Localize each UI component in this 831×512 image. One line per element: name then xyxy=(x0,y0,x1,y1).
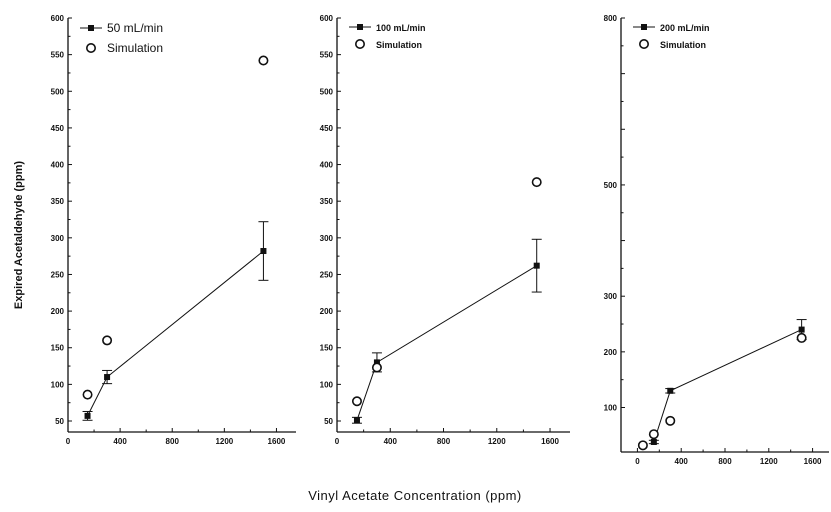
data-point-experimental xyxy=(650,438,657,445)
y-tick-label: 100 xyxy=(604,403,618,412)
y-tick-label: 450 xyxy=(320,124,334,133)
x-tick-label: 0 xyxy=(335,437,340,446)
y-tick-label: 250 xyxy=(320,270,334,279)
data-point-experimental xyxy=(373,359,380,366)
y-tick-label: 200 xyxy=(51,307,65,316)
data-point-experimental xyxy=(260,248,267,255)
y-tick-label: 350 xyxy=(320,197,334,206)
data-point-simulation xyxy=(531,177,542,188)
y-tick-label: 200 xyxy=(320,307,334,316)
data-point-experimental xyxy=(353,417,360,424)
data-point-simulation xyxy=(665,415,676,426)
y-tick-label: 100 xyxy=(51,380,65,389)
x-tick-label: 1200 xyxy=(760,457,778,466)
y-tick-label: 250 xyxy=(51,270,65,279)
x-tick-label: 1200 xyxy=(488,437,506,446)
chart-panel-50-ml-min: 50 100 150 200 250 300 350 400 450 500 550 600 0 400 8… xyxy=(51,14,296,446)
data-point-simulation xyxy=(102,335,113,346)
legend-square-swatch xyxy=(357,24,363,30)
legend-circle-swatch xyxy=(638,38,649,49)
x-tick-label: 800 xyxy=(166,437,180,446)
x-axis-label: Vinyl Acetate Concentration (ppm) xyxy=(308,488,522,503)
legend-label-simulation: Simulation xyxy=(376,40,422,50)
x-tick-label: 1600 xyxy=(804,457,822,466)
chart-panel-200-ml-min: 100 200 300 500 800 0 400 800 1200 1600 200 mL/min… xyxy=(604,14,829,466)
x-tick-label: 400 xyxy=(384,437,398,446)
y-tick-label: 500 xyxy=(51,87,65,96)
x-tick-label: 0 xyxy=(66,437,71,446)
x-tick-label: 400 xyxy=(113,437,127,446)
y-tick-label: 800 xyxy=(604,14,618,23)
legend-circle-swatch xyxy=(86,42,97,53)
data-point-simulation xyxy=(258,55,269,66)
y-tick-label: 450 xyxy=(51,124,65,133)
y-tick-label: 400 xyxy=(51,161,65,170)
y-tick-label: 300 xyxy=(320,234,334,243)
legend-square-swatch xyxy=(88,25,94,31)
series-line-100-ml-min xyxy=(356,265,537,421)
y-tick-label: 100 xyxy=(320,380,334,389)
y-tick-label: 50 xyxy=(55,417,64,426)
y-tick-label: 50 xyxy=(324,417,333,426)
y-tick-label: 200 xyxy=(604,348,618,357)
y-tick-label: 400 xyxy=(320,161,334,170)
legend-label-simulation: Simulation xyxy=(660,40,706,50)
data-point-experimental xyxy=(667,387,674,394)
legend-label-flow: 200 mL/min xyxy=(660,23,710,33)
data-point-experimental xyxy=(533,262,540,269)
legend-label-simulation: Simulation xyxy=(107,41,163,55)
data-point-simulation xyxy=(371,362,382,373)
x-tick-label: 1600 xyxy=(268,437,286,446)
y-tick-label: 500 xyxy=(320,87,334,96)
y-tick-label: 300 xyxy=(51,234,65,243)
legend-label-flow: 100 mL/min xyxy=(376,23,426,33)
y-tick-label: 600 xyxy=(320,14,334,23)
x-tick-label: 0 xyxy=(635,457,640,466)
data-point-simulation xyxy=(796,332,807,343)
y-axis-label: Expired Acetaldehyde (ppm) xyxy=(13,161,25,309)
legend-circle-swatch xyxy=(354,38,365,49)
series-line-50-ml-min xyxy=(87,250,264,417)
x-tick-label: 1600 xyxy=(541,437,559,446)
data-point-simulation xyxy=(648,429,659,440)
y-tick-label: 300 xyxy=(604,292,618,301)
data-point-experimental xyxy=(798,326,805,333)
x-tick-label: 400 xyxy=(675,457,689,466)
y-tick-label: 550 xyxy=(51,51,65,60)
y-tick-label: 500 xyxy=(604,181,618,190)
y-tick-label: 550 xyxy=(320,51,334,60)
data-point-simulation xyxy=(82,389,93,400)
legend-label-flow: 50 mL/min xyxy=(107,21,163,35)
y-tick-label: 150 xyxy=(51,344,65,353)
x-tick-label: 800 xyxy=(718,457,732,466)
data-point-experimental xyxy=(104,374,111,381)
y-tick-label: 600 xyxy=(51,14,65,23)
y-tick-label: 350 xyxy=(51,197,65,206)
data-point-experimental xyxy=(84,412,91,419)
x-tick-label: 1200 xyxy=(215,437,233,446)
chart-panel-100-ml-min: 50 100 150 200 250 300 350 400 450 500 550 600 0 400 8… xyxy=(320,14,570,446)
data-point-simulation xyxy=(351,396,362,407)
legend-square-swatch xyxy=(641,24,647,30)
y-tick-label: 150 xyxy=(320,344,334,353)
x-tick-label: 800 xyxy=(437,437,451,446)
series-line-200-ml-min xyxy=(653,329,802,443)
data-point-simulation xyxy=(637,440,648,451)
